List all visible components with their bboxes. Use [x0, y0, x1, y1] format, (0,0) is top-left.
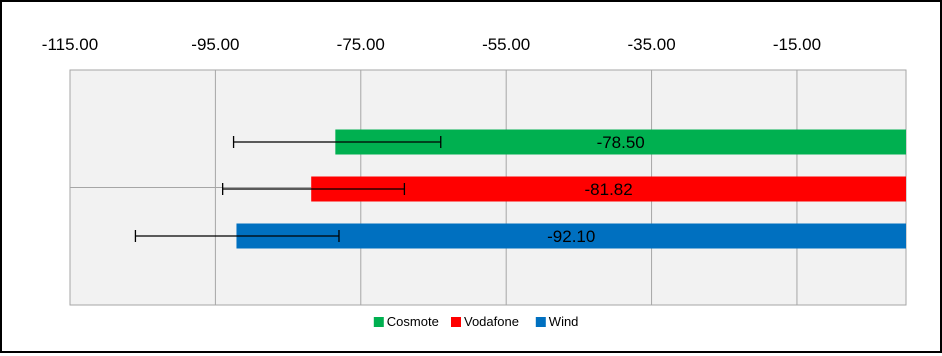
x-tick-label: -35.00	[627, 35, 675, 54]
data-label: -78.50	[597, 133, 645, 152]
x-tick-label: -55.00	[482, 35, 530, 54]
legend-swatch-vodafone	[451, 317, 461, 327]
bar-vodafone	[311, 176, 906, 202]
data-label: -81.82	[585, 180, 633, 199]
x-tick-label: -75.00	[337, 35, 385, 54]
x-tick-label: -115.00	[42, 35, 98, 54]
legend-label: Vodafone	[464, 314, 519, 329]
legend-swatch-wind	[535, 317, 546, 327]
bar-chart: -115.00 -95.00 -75.00 -55.00 -35.00 -15.00 -78…	[42, 35, 907, 329]
x-tick-label: -95.00	[191, 35, 239, 54]
legend-label: Wind	[549, 314, 579, 329]
legend-label: Cosmote	[387, 314, 439, 329]
bar-wind	[236, 223, 907, 249]
data-label: -92.10	[547, 227, 595, 246]
legend-swatch-cosmote	[373, 317, 384, 327]
x-tick-label: -15.00	[773, 35, 821, 54]
